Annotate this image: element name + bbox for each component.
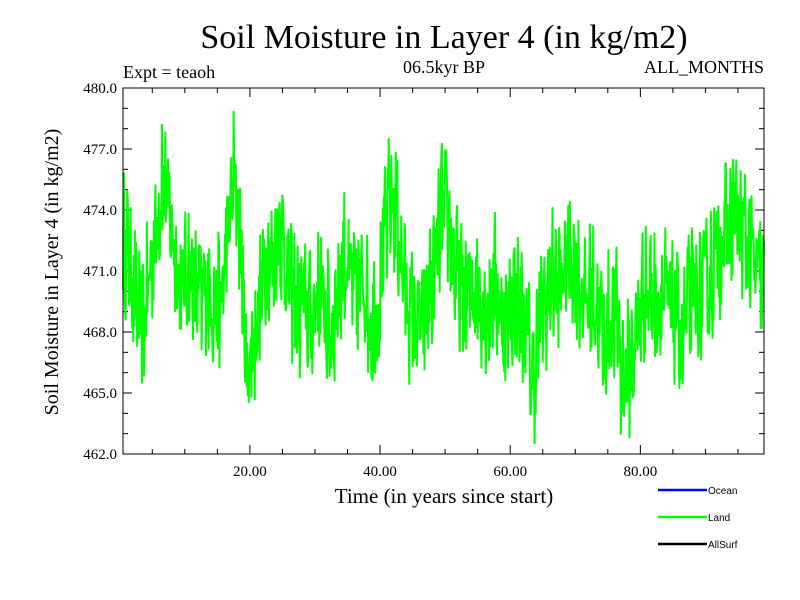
y-tick-label: 468.0 <box>83 325 117 341</box>
chart-title: Soil Moisture in Layer 4 (in kg/m2) <box>200 19 687 56</box>
y-tick-label: 471.0 <box>83 264 117 280</box>
legend: Ocean Land AllSurf <box>658 486 738 551</box>
period-label: 06.5kyr BP <box>403 57 485 77</box>
months-label: ALL_MONTHS <box>644 57 764 77</box>
axis-tick-labels: 462.0 465.0 468.0 471.0 474.0 477.0 480.0 20.00… <box>83 81 657 480</box>
y-tick-label: 480.0 <box>83 81 117 97</box>
y-tick-label: 462.0 <box>83 447 117 463</box>
legend-label-ocean: Ocean <box>708 486 737 497</box>
x-tick-label: 60.00 <box>493 464 527 480</box>
x-tick-label: 80.00 <box>623 464 657 480</box>
series-layer <box>122 110 765 445</box>
legend-label-allsurf: AllSurf <box>708 540 738 551</box>
x-tick-label: 20.00 <box>233 464 267 480</box>
y-tick-label: 477.0 <box>83 142 117 158</box>
y-tick-label: 465.0 <box>83 386 117 402</box>
plot-frame <box>122 87 765 455</box>
legend-label-land: Land <box>708 513 730 524</box>
x-axis-label: Time (in years since start) <box>335 484 554 508</box>
x-tick-label: 40.00 <box>363 464 397 480</box>
y-axis-label: Soil Moisture in Layer 4 (in kg/m2) <box>41 129 63 416</box>
experiment-label: Expt = teaoh <box>123 62 215 82</box>
series-line-land <box>122 110 765 445</box>
y-tick-label: 474.0 <box>83 203 117 219</box>
